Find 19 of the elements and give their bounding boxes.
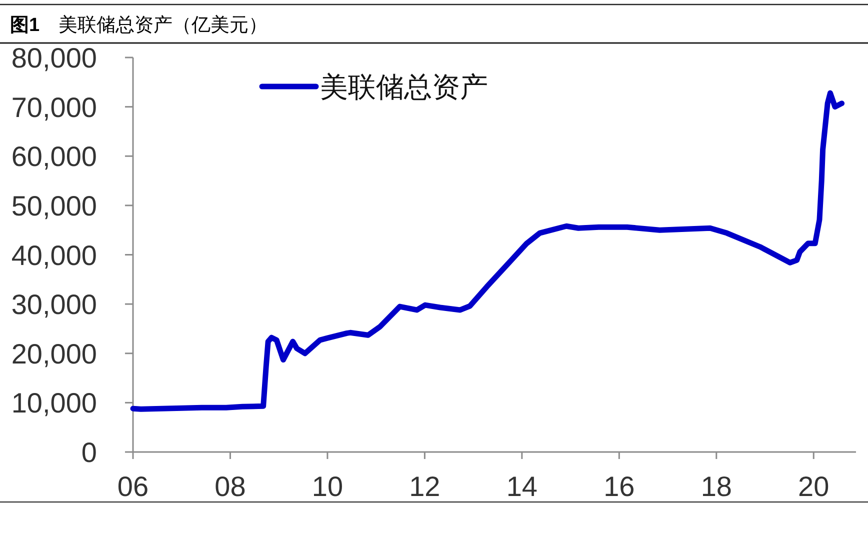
y-tick-label: 40,000 [11,240,97,271]
y-tick-label: 70,000 [11,92,97,123]
y-tick-label: 30,000 [11,289,97,320]
x-tick-label: 06 [117,471,149,502]
x-tick-label: 16 [604,471,635,502]
chart-title: 图1 美联储总资产（亿美元） [10,14,268,36]
legend-label: 美联储总资产 [320,72,488,102]
x-tick-label: 18 [700,471,732,502]
x-tick-label: 20 [798,471,830,502]
y-tick-label: 10,000 [11,388,97,419]
y-tick-label: 0 [81,437,97,468]
x-tick-label: 08 [214,471,246,502]
y-tick-label: 50,000 [11,190,97,222]
y-tick-label: 60,000 [11,141,97,172]
x-tick-label: 14 [506,471,538,502]
x-tick-label: 10 [312,471,344,502]
y-tick-label: 80,000 [11,42,97,74]
y-tick-label: 20,000 [11,338,97,370]
x-tick-label: 12 [409,471,440,502]
